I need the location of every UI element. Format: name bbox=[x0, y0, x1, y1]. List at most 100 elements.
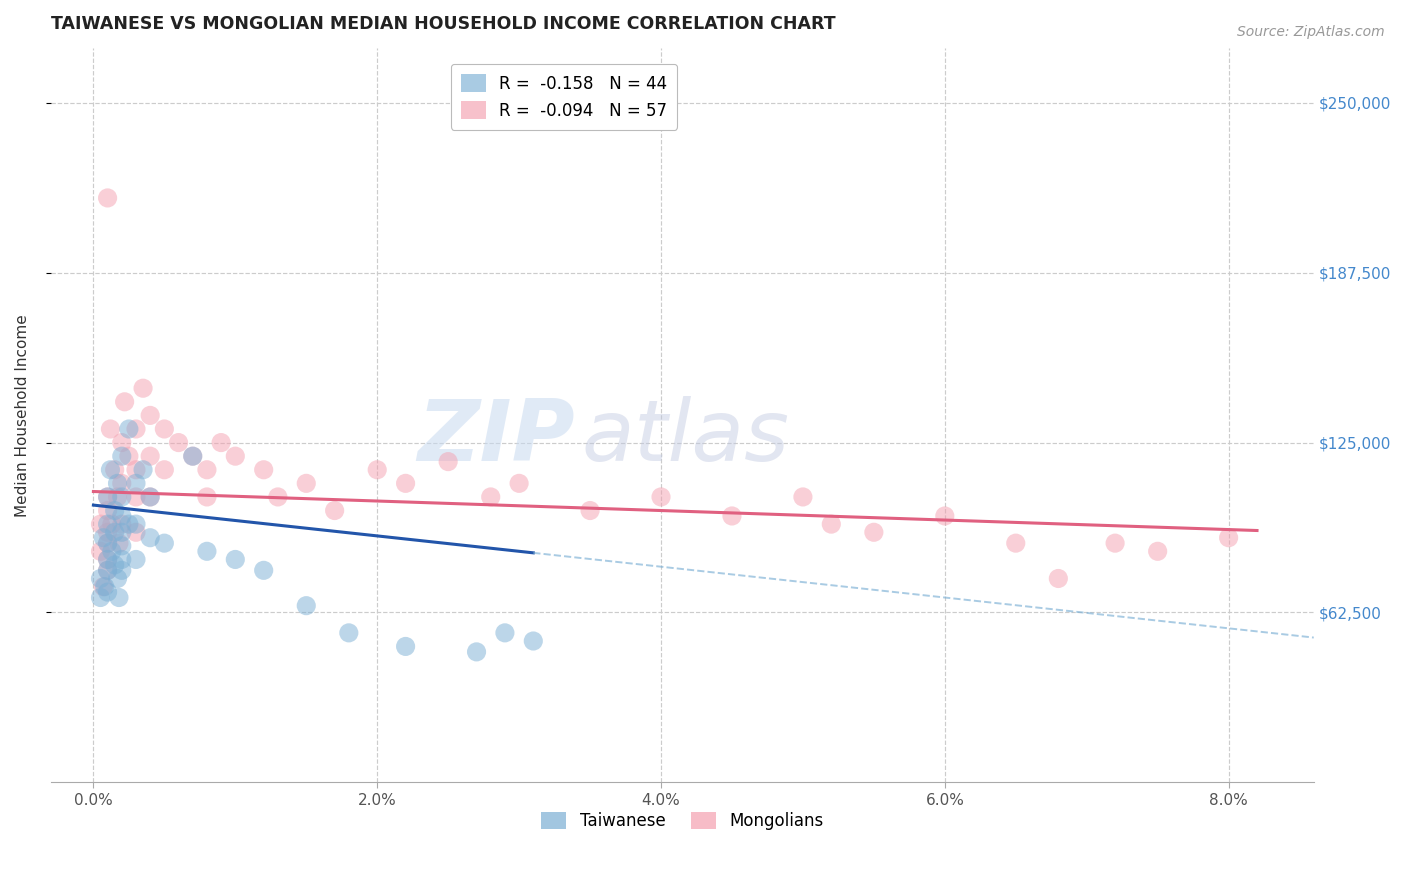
Point bbox=[97, 503, 120, 517]
Point bbox=[295, 599, 318, 613]
Point bbox=[394, 640, 416, 654]
Point bbox=[323, 503, 346, 517]
Point bbox=[1047, 572, 1070, 586]
Point bbox=[100, 463, 122, 477]
Point bbox=[195, 463, 218, 477]
Point bbox=[125, 422, 148, 436]
Point bbox=[167, 435, 190, 450]
Point bbox=[108, 591, 131, 605]
Point bbox=[97, 552, 120, 566]
Point bbox=[394, 476, 416, 491]
Point bbox=[721, 508, 744, 523]
Point bbox=[97, 536, 120, 550]
Point bbox=[111, 508, 134, 523]
Point bbox=[91, 531, 114, 545]
Text: Source: ZipAtlas.com: Source: ZipAtlas.com bbox=[1237, 25, 1385, 39]
Point bbox=[94, 580, 117, 594]
Point bbox=[153, 422, 176, 436]
Point bbox=[118, 449, 141, 463]
Point bbox=[1218, 531, 1240, 545]
Point bbox=[89, 517, 111, 532]
Point bbox=[153, 536, 176, 550]
Point bbox=[125, 517, 148, 532]
Point bbox=[89, 544, 111, 558]
Point bbox=[195, 544, 218, 558]
Point bbox=[366, 463, 388, 477]
Point bbox=[139, 531, 162, 545]
Point bbox=[97, 563, 120, 577]
Point bbox=[181, 449, 204, 463]
Point bbox=[1104, 536, 1126, 550]
Point bbox=[863, 525, 886, 540]
Point bbox=[295, 476, 318, 491]
Point bbox=[97, 585, 120, 599]
Point bbox=[104, 503, 127, 517]
Point bbox=[125, 463, 148, 477]
Point bbox=[508, 476, 530, 491]
Point bbox=[224, 552, 246, 566]
Point bbox=[253, 563, 276, 577]
Point bbox=[195, 490, 218, 504]
Point bbox=[820, 517, 842, 532]
Point bbox=[118, 422, 141, 436]
Point bbox=[107, 476, 129, 491]
Point bbox=[89, 572, 111, 586]
Point bbox=[465, 645, 488, 659]
Point bbox=[104, 463, 127, 477]
Point bbox=[89, 591, 111, 605]
Point bbox=[111, 435, 134, 450]
Point bbox=[337, 625, 360, 640]
Point bbox=[125, 552, 148, 566]
Point bbox=[104, 525, 127, 540]
Point bbox=[792, 490, 814, 504]
Point bbox=[97, 191, 120, 205]
Point bbox=[494, 625, 516, 640]
Point bbox=[107, 490, 129, 504]
Y-axis label: Median Household Income: Median Household Income bbox=[15, 314, 30, 516]
Legend: Taiwanese, Mongolians: Taiwanese, Mongolians bbox=[534, 805, 830, 837]
Point bbox=[97, 490, 120, 504]
Point bbox=[479, 490, 502, 504]
Point bbox=[125, 476, 148, 491]
Point bbox=[101, 544, 124, 558]
Point bbox=[650, 490, 672, 504]
Point bbox=[579, 503, 602, 517]
Point bbox=[125, 490, 148, 504]
Point bbox=[132, 381, 155, 395]
Point bbox=[139, 490, 162, 504]
Point bbox=[114, 394, 136, 409]
Point bbox=[111, 517, 134, 532]
Point bbox=[97, 490, 120, 504]
Point bbox=[139, 449, 162, 463]
Point bbox=[437, 454, 460, 468]
Point bbox=[111, 476, 134, 491]
Point bbox=[91, 580, 114, 594]
Point bbox=[100, 422, 122, 436]
Point bbox=[111, 525, 134, 540]
Point bbox=[97, 525, 120, 540]
Point bbox=[132, 463, 155, 477]
Point bbox=[104, 558, 127, 572]
Point bbox=[107, 572, 129, 586]
Point bbox=[111, 449, 134, 463]
Text: atlas: atlas bbox=[581, 396, 789, 479]
Point bbox=[224, 449, 246, 463]
Point bbox=[139, 490, 162, 504]
Point bbox=[125, 525, 148, 540]
Point bbox=[97, 517, 120, 532]
Text: ZIP: ZIP bbox=[418, 396, 575, 479]
Point bbox=[253, 463, 276, 477]
Point bbox=[139, 409, 162, 423]
Text: TAIWANESE VS MONGOLIAN MEDIAN HOUSEHOLD INCOME CORRELATION CHART: TAIWANESE VS MONGOLIAN MEDIAN HOUSEHOLD … bbox=[51, 15, 835, 33]
Point bbox=[97, 536, 120, 550]
Point bbox=[118, 517, 141, 532]
Point bbox=[934, 508, 956, 523]
Point bbox=[267, 490, 290, 504]
Point bbox=[111, 490, 134, 504]
Point bbox=[97, 552, 120, 566]
Point bbox=[101, 517, 124, 532]
Point bbox=[111, 552, 134, 566]
Point bbox=[97, 563, 120, 577]
Point bbox=[111, 563, 134, 577]
Point bbox=[1004, 536, 1026, 550]
